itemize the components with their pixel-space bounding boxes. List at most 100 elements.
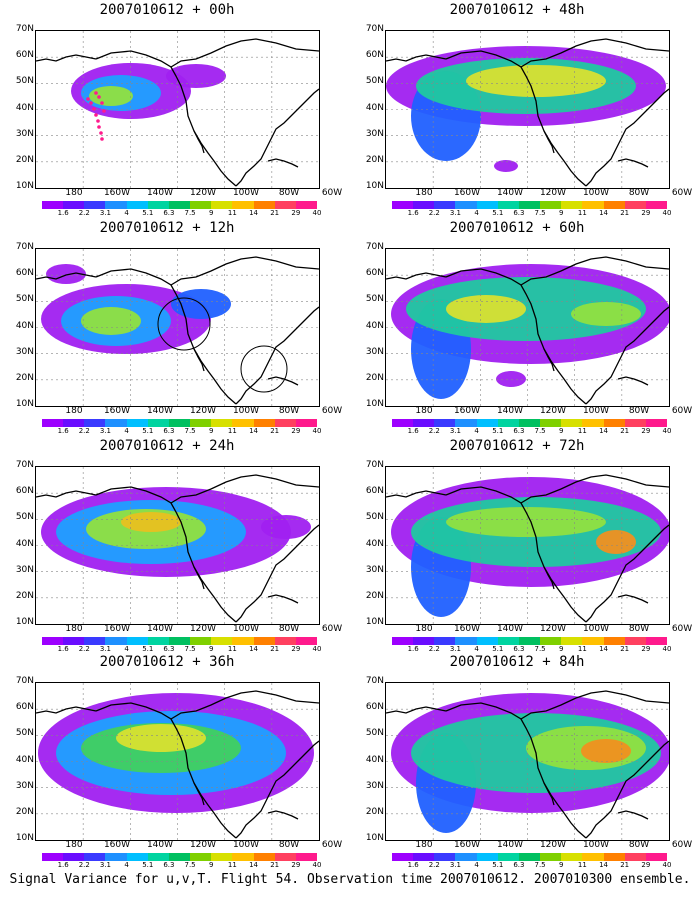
- map-plot-area: [385, 30, 670, 189]
- flight-track-point: [99, 131, 103, 135]
- colorbar-swatch: [497, 637, 519, 645]
- lat-tick-label: 20N: [15, 591, 34, 601]
- coastline: [170, 474, 319, 504]
- colorbar-swatch: [434, 419, 456, 427]
- colorbar-swatch: [84, 637, 106, 645]
- lat-tick-label: 40N: [15, 538, 34, 549]
- colorbar-swatch: [413, 201, 435, 209]
- lat-tick-label: 40N: [365, 320, 384, 331]
- lon-tick-label: 100W: [582, 188, 610, 198]
- colorbar-swatch: [211, 853, 233, 861]
- colorbar-swatch: [455, 637, 477, 645]
- coastline: [543, 348, 555, 372]
- lat-tick-label: 60N: [365, 268, 384, 279]
- lon-tick-label: 60W: [321, 624, 343, 634]
- colorbar-label: 5.1: [492, 645, 504, 653]
- colorbar-swatch: [190, 419, 212, 427]
- lon-tick-label: 180: [415, 406, 433, 416]
- coastline: [543, 566, 555, 590]
- map-panel: 2007010612 + 84h 70N 60N 50N 40N 30N 20N 10N 180…: [352, 652, 692, 870]
- lat-tick-label: 30N: [15, 128, 34, 139]
- colorbar: [42, 201, 318, 209]
- colorbar-label: 4: [124, 861, 129, 869]
- colorbar-label: 29: [291, 645, 301, 653]
- colorbar-swatch: [147, 419, 169, 427]
- colorbar-swatch: [253, 201, 275, 209]
- panel-title: 2007010612 + 00h: [99, 2, 235, 18]
- colorbar-label: 5.1: [142, 209, 154, 217]
- colorbar-label: 1.6: [57, 209, 69, 217]
- flight-track-point: [100, 137, 104, 141]
- map-svg: [386, 683, 669, 840]
- lat-tick-label: 10N: [15, 399, 34, 410]
- coastline: [585, 524, 669, 623]
- colorbar-swatch: [84, 201, 106, 209]
- colorbar-swatch: [295, 419, 318, 427]
- colorbar-label: 21: [270, 427, 280, 435]
- colorbar-label: 11: [227, 209, 237, 217]
- colorbar-swatch: [392, 419, 414, 427]
- colorbar-label: 1.6: [57, 861, 69, 869]
- colorbar-label: 14: [249, 645, 258, 653]
- coastline: [95, 268, 237, 405]
- lon-tick-label: 160W: [103, 624, 131, 634]
- lon-tick-label: 100W: [582, 840, 610, 850]
- colorbar-swatch: [455, 201, 477, 209]
- colorbar-swatch: [253, 419, 275, 427]
- lon-tick-label: 120W: [539, 840, 567, 850]
- colorbar-swatch: [232, 201, 254, 209]
- colorbar-swatch: [434, 201, 456, 209]
- colorbar-label: 1.6: [407, 645, 419, 653]
- colorbar-swatch: [645, 201, 668, 209]
- colorbar-label: 11: [227, 427, 237, 435]
- colorbar-label: 11: [577, 645, 587, 653]
- colorbar-swatch: [540, 419, 562, 427]
- lat-tick-label: 20N: [365, 373, 384, 383]
- colorbar-label: 40: [662, 209, 672, 217]
- colorbar-swatch: [645, 853, 668, 861]
- colorbar-label: 40: [662, 861, 672, 869]
- variance-contour: [494, 160, 518, 172]
- lat-tick-label: 60N: [365, 702, 384, 713]
- colorbar-swatch: [126, 637, 148, 645]
- colorbar-label: 7.5: [534, 209, 546, 217]
- variance-contour: [116, 724, 206, 752]
- map-panel: 2007010612 + 36h 70N 60N 50N 40N 30N 20N 10N 180…: [2, 652, 342, 870]
- colorbar-swatch: [434, 853, 456, 861]
- lat-tick-label: 30N: [365, 128, 384, 139]
- colorbar-label: 6.3: [163, 427, 175, 435]
- colorbar-label: 40: [662, 427, 672, 435]
- colorbar-label: 21: [620, 861, 630, 869]
- flight-track-point: [100, 101, 104, 105]
- lon-tick-label: 160W: [453, 624, 481, 634]
- colorbar-swatch: [455, 419, 477, 427]
- coastline: [235, 740, 319, 839]
- lat-tick-label: 20N: [365, 155, 384, 165]
- colorbar-swatch: [518, 637, 541, 645]
- lat-tick-label: 50N: [15, 512, 34, 523]
- colorbar-swatch: [413, 637, 435, 645]
- coastline: [386, 706, 447, 714]
- map-svg: [36, 31, 319, 188]
- flight-track-point: [89, 101, 93, 105]
- colorbar-swatch: [168, 637, 191, 645]
- lon-tick-label: 140W: [496, 188, 524, 198]
- colorbar-label: 2.2: [78, 861, 90, 869]
- lon-tick-label: 140W: [146, 624, 174, 634]
- colorbar: [42, 853, 318, 861]
- coastline: [386, 54, 447, 62]
- colorbar-label: 7.5: [534, 427, 546, 435]
- lat-tick-label: 50N: [365, 728, 384, 739]
- lat-tick-label: 40N: [15, 102, 34, 113]
- colorbar-label: 21: [270, 209, 280, 217]
- coastline: [445, 50, 587, 187]
- colorbar-swatch: [624, 853, 646, 861]
- colorbar-swatch: [211, 419, 233, 427]
- colorbar-label: 29: [641, 209, 651, 217]
- colorbar-swatch: [497, 419, 519, 427]
- colorbar-swatch: [603, 853, 625, 861]
- lat-tick-label: 20N: [15, 155, 34, 165]
- lon-tick-label: 80W: [628, 840, 650, 850]
- colorbar-label: 4: [474, 427, 479, 435]
- colorbar-label: 11: [227, 645, 237, 653]
